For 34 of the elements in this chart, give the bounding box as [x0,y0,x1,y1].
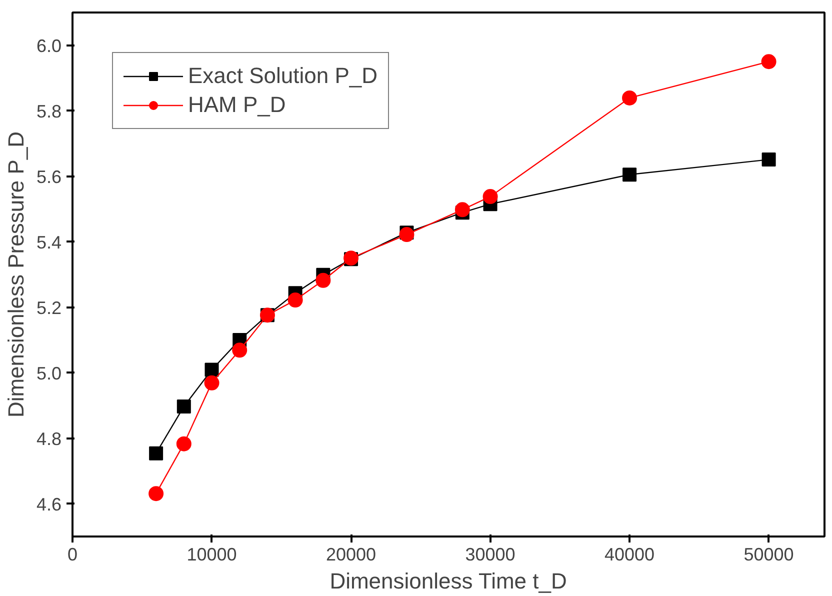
point [399,227,414,242]
point [149,446,164,460]
y-axis-title: Dimensionless Pressure P_D [3,131,28,418]
x-tick-label: 20000 [326,544,376,564]
y-tick-label: 5.2 [36,298,62,318]
y-tick-label: 5.4 [36,232,62,252]
x-axis-title: Dimensionless Time t_D [330,568,567,594]
y-tick-label: 5.8 [36,101,62,122]
y-tick-label: 6.0 [36,36,62,56]
point [204,362,219,377]
point [454,202,470,218]
point [482,189,498,204]
point [762,152,776,167]
legend-label: Exact Solution P_D [188,63,378,89]
x-tick-label: 50000 [744,544,794,564]
x-tick-label: 30000 [465,544,516,564]
legend-label: HAM P_D [188,92,286,118]
y-tick-label: 4.8 [36,428,62,449]
y-tick-label: 4.6 [36,494,62,514]
x-tick-label: 10000 [186,544,237,564]
y-tick-label: 5.0 [36,363,62,384]
point [204,375,220,390]
point [622,168,637,182]
x-tick-label: 40000 [604,544,655,564]
x-tick-label: 0 [67,544,78,564]
y-tick-label: 5.6 [36,166,62,187]
point [622,90,638,106]
point [761,54,776,70]
point [232,342,248,358]
point [148,486,164,502]
point [176,436,192,452]
point [288,292,303,308]
point [316,272,331,288]
point [176,399,191,414]
